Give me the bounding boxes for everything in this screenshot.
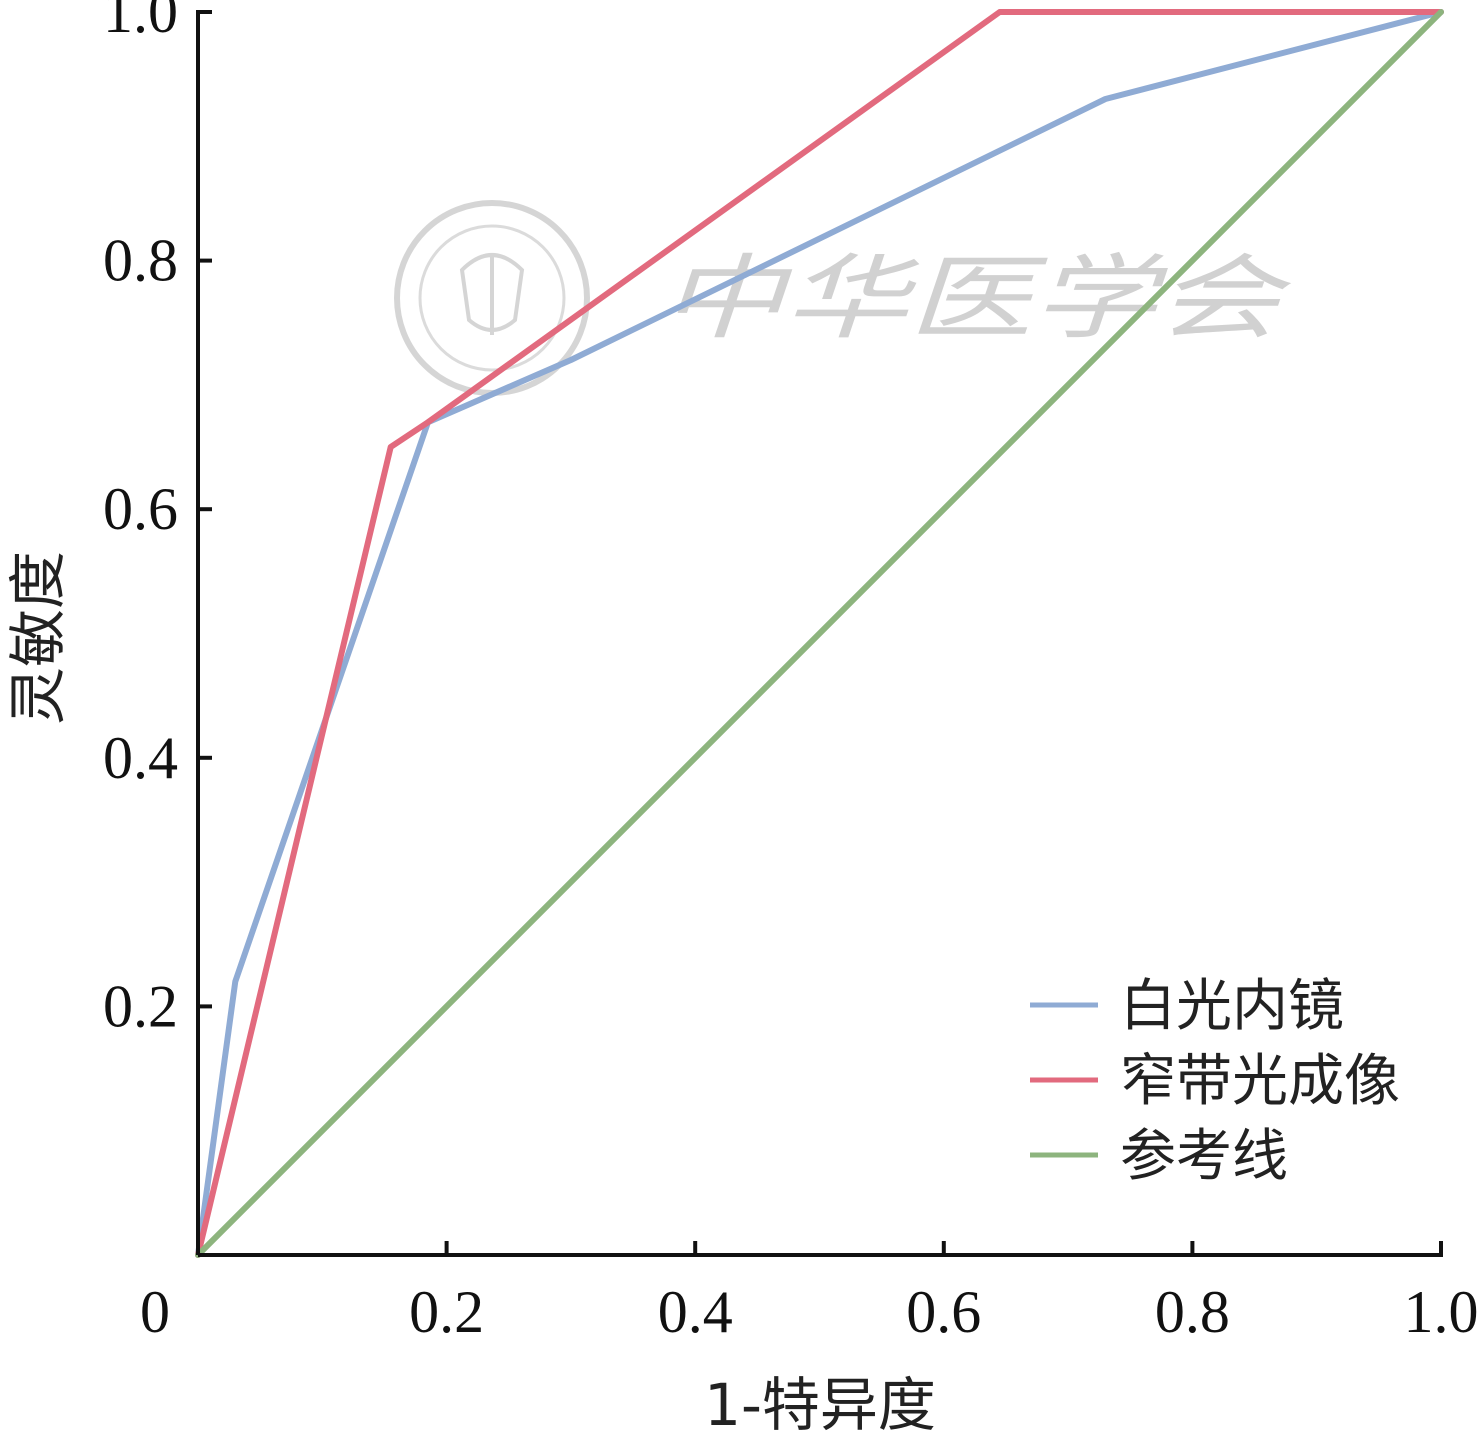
y-tick-label: 0.6 <box>103 476 178 542</box>
axes <box>196 10 1443 1257</box>
x-tick-label: 0.6 <box>906 1279 981 1345</box>
legend-label-2: 参考线 <box>1120 1124 1288 1189</box>
x-axis-title: 1-特异度 <box>704 1371 936 1439</box>
series-line-0 <box>195 9 1444 1258</box>
y-tick-label: 0.8 <box>103 228 178 294</box>
y-axis-title: 灵敏度 <box>4 551 72 725</box>
legend-label-1: 窄带光成像 <box>1120 1049 1400 1114</box>
series-line-2 <box>195 9 1444 1258</box>
x-tick-label: 0.2 <box>409 1279 484 1345</box>
y-tick-label: 0.4 <box>103 725 178 791</box>
x-tick-label: 1.0 <box>1404 1279 1477 1345</box>
y-tick-label: 1.0 <box>103 0 178 45</box>
legend-label-0: 白光内镜 <box>1120 974 1344 1039</box>
x-tick-label: 0.8 <box>1155 1279 1230 1345</box>
x-tick-label: 0.4 <box>658 1279 733 1345</box>
series-line-1 <box>195 9 1444 1258</box>
ticks: 0 0.2 0.4 0.6 0.8 1.0 0.2 0.4 0.6 0.8 1.0 <box>103 0 1477 1345</box>
x-tick-label: 0 <box>140 1279 170 1345</box>
watermark-text: 中华医学会 <box>660 245 1292 352</box>
series-layer <box>195 9 1444 1258</box>
y-tick-label: 0.2 <box>103 973 178 1039</box>
